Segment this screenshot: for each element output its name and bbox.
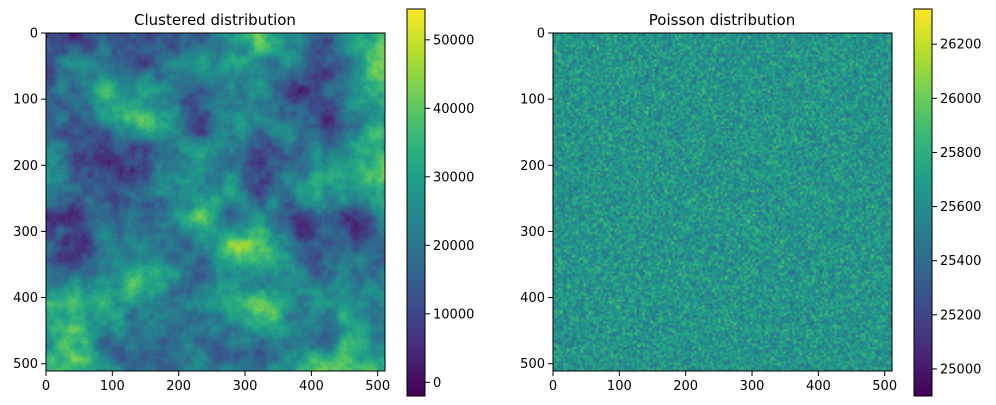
y-tick-label: 500: [520, 357, 545, 372]
y-axis-clustered: 0 100 200 300 400 500: [13, 27, 46, 372]
colorbar-tick-label: 0: [433, 376, 441, 391]
colorbar-ticks-poisson: 25000 25200 25400 25600 25800 26000 26200: [932, 38, 981, 377]
x-tick-label: 100: [607, 379, 632, 394]
chart-title-clustered: Clustered distribution: [134, 11, 296, 29]
y-tick-label: 300: [13, 225, 38, 240]
y-tick-label: 0: [30, 27, 38, 42]
colorbar-tick-label: 25400: [940, 254, 981, 269]
colorbar-ticks-clustered: 0 10000 20000 30000 40000 50000: [425, 33, 474, 391]
x-tick-label: 0: [549, 379, 557, 394]
colorbar-tick-label: 25800: [940, 146, 981, 161]
x-axis-clustered: 0 100 200 300 400 500: [42, 371, 390, 394]
colorbar-gradient: [913, 8, 933, 397]
panel-clustered: Clustered distribution 0 100 200 300 400 500 …: [13, 8, 474, 397]
x-tick-label: 500: [365, 379, 390, 394]
colorbar-poisson: [913, 8, 933, 397]
y-axis-poisson: 0 100 200 300 400 500: [520, 27, 553, 372]
y-tick-label: 100: [13, 93, 38, 108]
colorbar-tick-label: 50000: [433, 33, 474, 48]
heatmap-image: [46, 33, 385, 371]
colorbar-tick-label: 10000: [433, 307, 474, 322]
x-tick-label: 400: [299, 379, 324, 394]
y-tick-label: 500: [13, 357, 38, 372]
plot-frame-poisson: [552, 32, 893, 372]
y-tick-label: 200: [13, 159, 38, 174]
x-tick-label: 0: [42, 379, 50, 394]
colorbar-tick-label: 26000: [940, 92, 981, 107]
colorbar-tick-label: 20000: [433, 239, 474, 254]
x-tick-label: 300: [740, 379, 765, 394]
colorbar-tick-label: 25600: [940, 200, 981, 215]
y-tick-label: 300: [520, 225, 545, 240]
x-tick-label: 300: [233, 379, 258, 394]
y-tick-label: 200: [520, 159, 545, 174]
heatmap-image: [553, 33, 892, 371]
colorbar-tick-label: 25200: [940, 308, 981, 323]
x-tick-label: 500: [872, 379, 897, 394]
y-tick-label: 400: [520, 291, 545, 306]
y-tick-label: 100: [520, 93, 545, 108]
colorbar-gradient: [406, 8, 426, 397]
chart-title-poisson: Poisson distribution: [649, 11, 795, 29]
x-tick-label: 200: [673, 379, 698, 394]
heatmap-poisson: [553, 33, 892, 371]
x-axis-poisson: 0 100 200 300 400 500: [549, 371, 897, 394]
colorbar-tick-label: 25000: [940, 362, 981, 377]
colorbar-tick-label: 40000: [433, 102, 474, 117]
y-tick-label: 400: [13, 291, 38, 306]
x-tick-label: 400: [806, 379, 831, 394]
y-tick-label: 0: [537, 27, 545, 42]
panel-poisson: Poisson distribution 0 100 200 300 400 500 0 1…: [520, 8, 981, 397]
heatmap-clustered: [46, 33, 385, 371]
colorbar-tick-label: 26200: [940, 38, 981, 53]
plot-frame-clustered: [45, 32, 386, 372]
x-tick-label: 100: [100, 379, 125, 394]
x-tick-label: 200: [166, 379, 191, 394]
colorbar-clustered: [406, 8, 426, 397]
colorbar-tick-label: 30000: [433, 170, 474, 185]
